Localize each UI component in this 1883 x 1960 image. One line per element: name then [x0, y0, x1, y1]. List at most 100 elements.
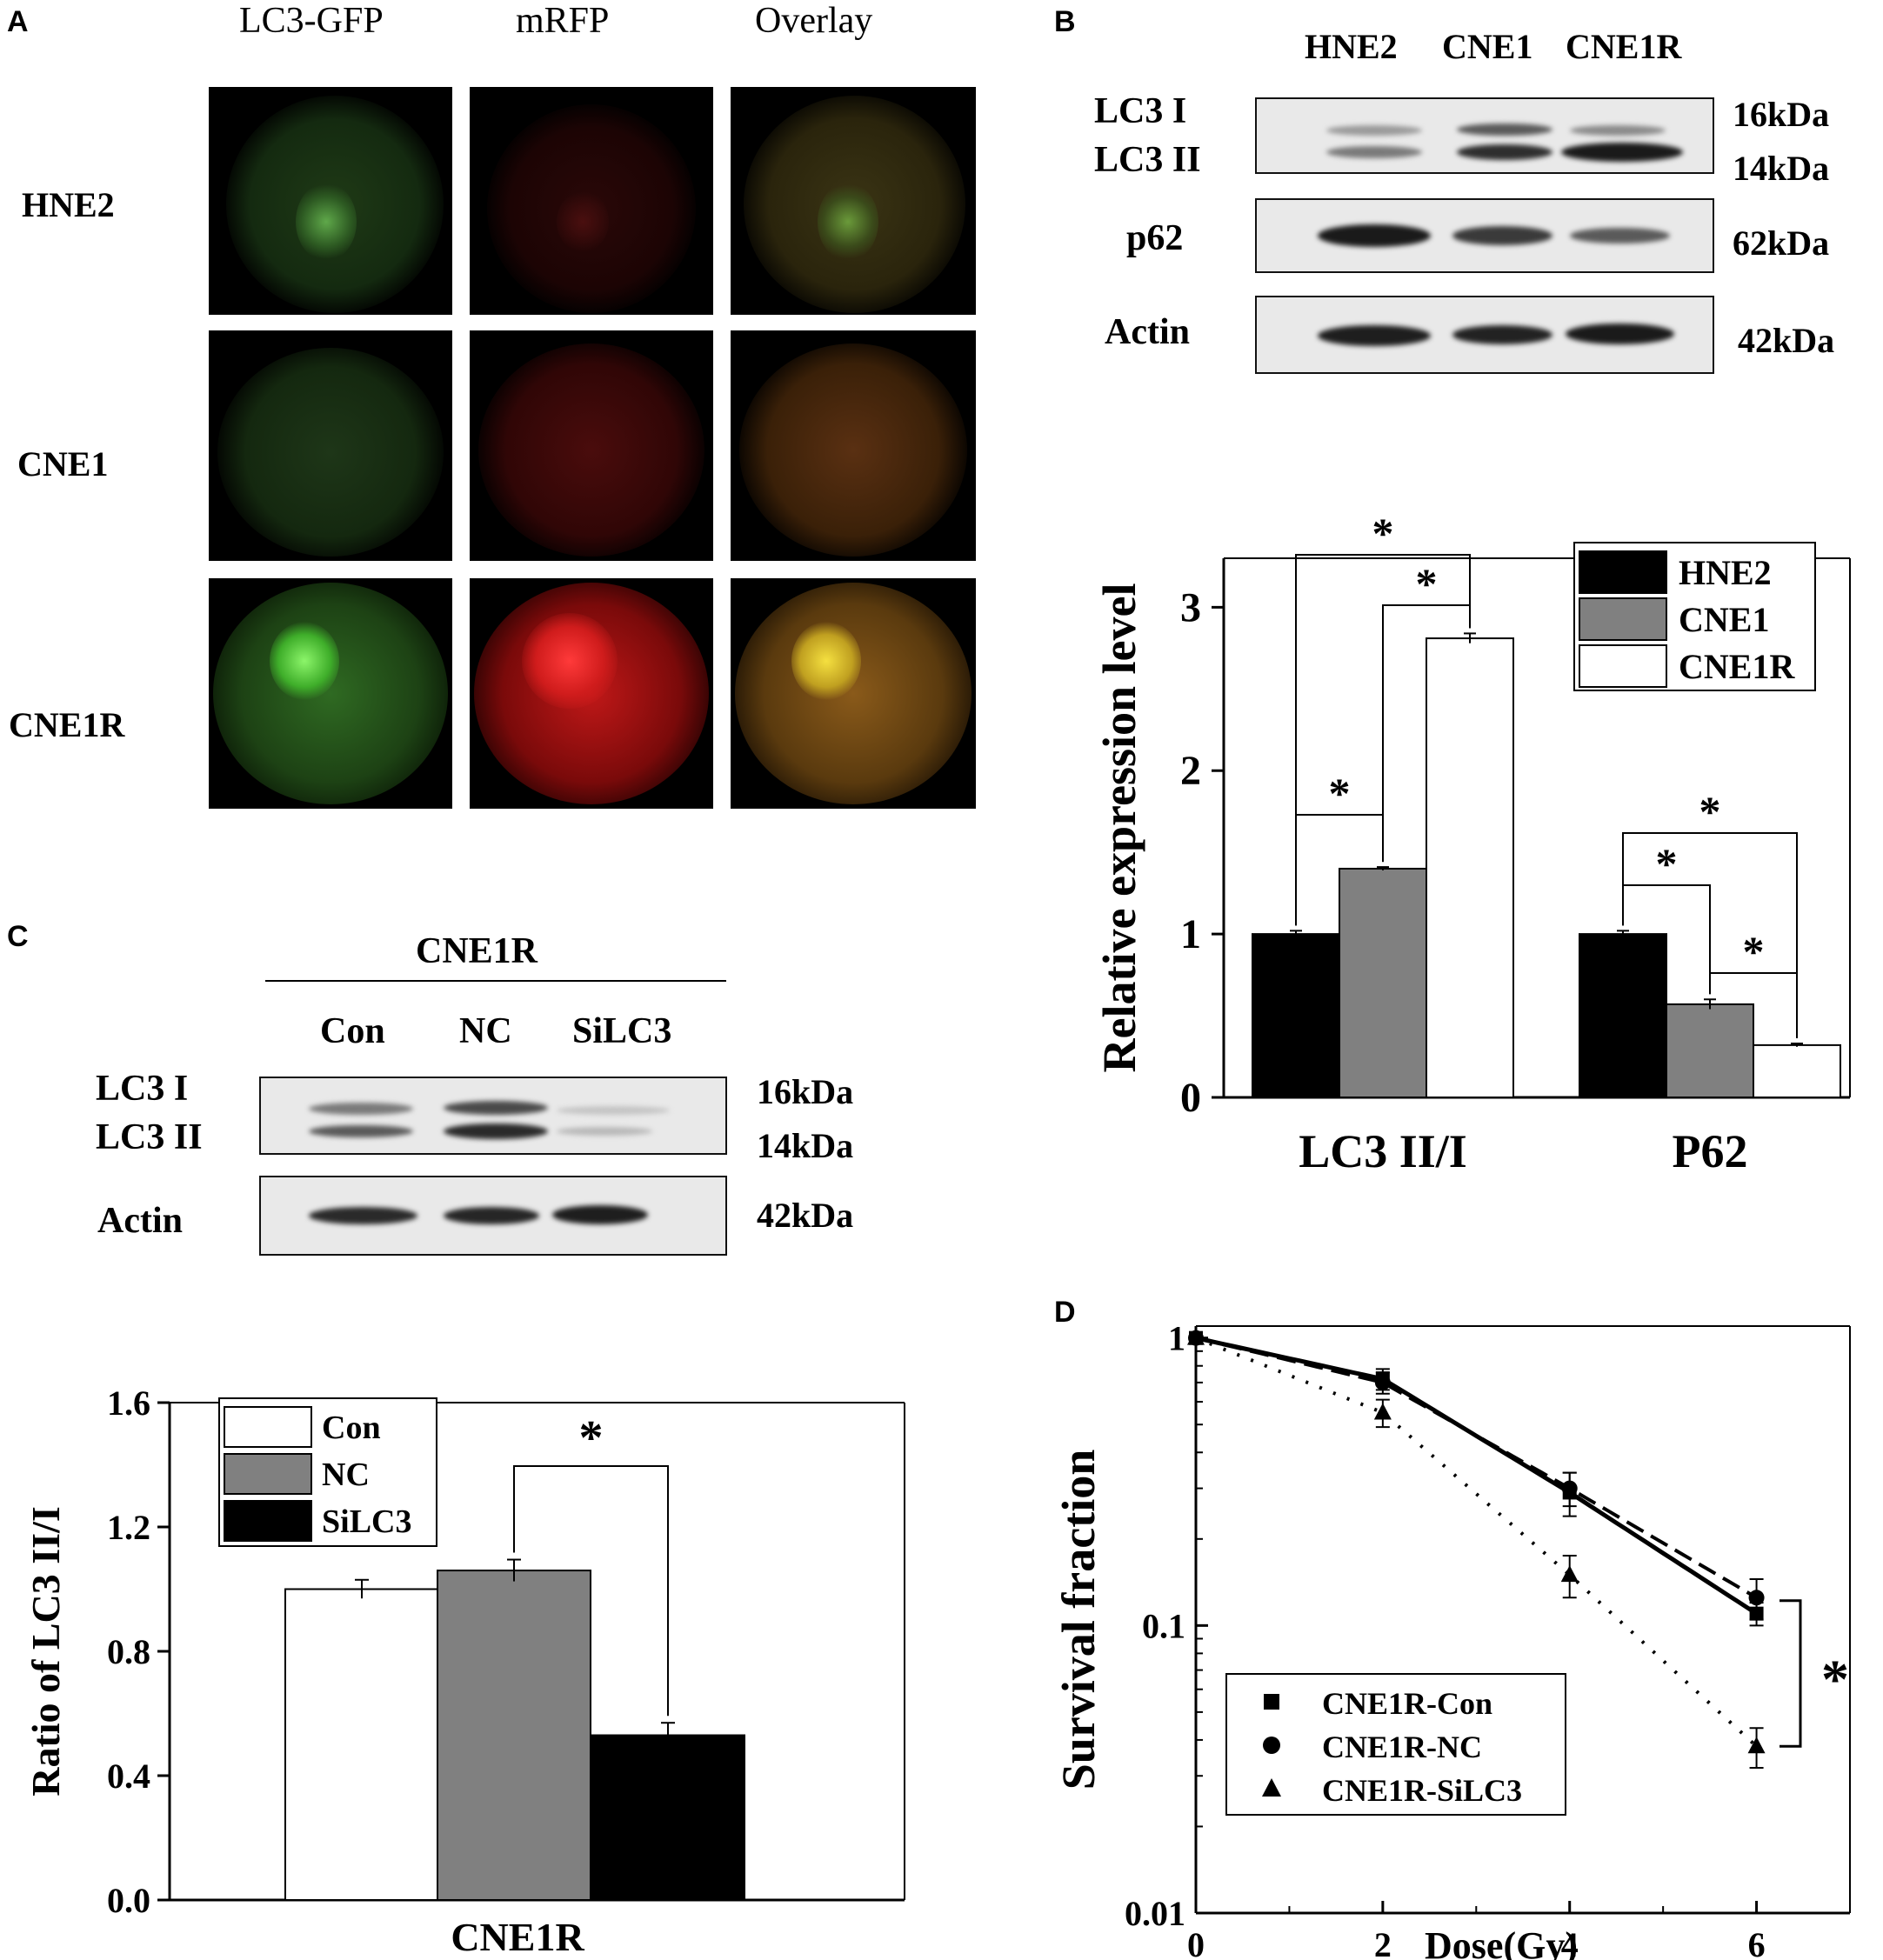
panel-b-letter: B: [1054, 5, 1076, 38]
blot-b-label-actin: Actin: [1105, 312, 1190, 352]
micrograph-hne2-overlay: [731, 87, 976, 315]
column-label-overlay: Overlay: [755, 1, 873, 41]
chart-b-significance-star: *: [1329, 769, 1351, 817]
chart-d-x-axis-label: Dose(Gy): [1425, 1924, 1578, 1960]
chart-c-y-tick-label: 0.8: [107, 1632, 150, 1671]
chart-d-significance-star: *: [1821, 1649, 1849, 1710]
chart-b-significance-star: *: [1372, 509, 1394, 557]
chart-c-legend-label: NC: [322, 1457, 370, 1493]
chart-c-legend-label: Con: [322, 1410, 381, 1446]
blot-b-size-42kda: 42kDa: [1738, 321, 1835, 360]
panel-d-letter: D: [1054, 1296, 1076, 1329]
chart-b-y-tick-label: 1: [1180, 911, 1201, 957]
chart-c-significance-star: *: [579, 1411, 604, 1465]
chart-d-y-axis-label: Survival fraction: [1052, 1450, 1105, 1790]
chart-d-point: [1747, 1737, 1766, 1754]
blot-b-label-lc3-ii: LC3 II: [1094, 140, 1201, 180]
column-label-mrfp: mRFP: [516, 1, 610, 41]
chart-b-bar: [1426, 637, 1514, 1098]
chart-b-legend-swatch: [1579, 644, 1667, 688]
chart-d-y-tick-label: 0.01: [1125, 1894, 1185, 1933]
blot-b-label-lc3-i: LC3 I: [1094, 91, 1187, 131]
chart-d-point: [1187, 1328, 1205, 1345]
blot-c-size-16kda: 16kDa: [757, 1072, 854, 1111]
blot-b-lc3-strip: [1255, 97, 1714, 174]
chart-b-bar: [1753, 1043, 1841, 1098]
chart-b-legend-label: CNE1: [1679, 600, 1769, 639]
blot-c-label-lc3-ii: LC3 II: [96, 1117, 203, 1157]
chart-c-y-tick-label: 0.4: [107, 1757, 150, 1796]
micrograph-hne2-lc3-gfp: [209, 87, 452, 315]
blot-b-size-14kda: 14kDa: [1733, 149, 1830, 188]
chart-d-legend-label: CNE1R-NC: [1322, 1730, 1482, 1764]
chart-d-x-tick-label: 0: [1187, 1925, 1205, 1960]
chart-b-bar: [1339, 867, 1427, 1099]
chart-b-bar: [1666, 1003, 1754, 1098]
blot-b-p62-strip: [1255, 198, 1714, 273]
chart-b-legend-label: HNE2: [1679, 553, 1772, 592]
blot-c-size-42kda: 42kDa: [757, 1196, 854, 1235]
blot-c-group-label: CNE1R: [416, 931, 538, 971]
chart-c-bar: [591, 1734, 745, 1902]
chart-b-y-axis-label: Relative expression level: [1093, 583, 1145, 1073]
micrograph-cne1-lc3-gfp: [209, 330, 452, 561]
blot-c-lane-con: Con: [320, 1011, 385, 1051]
blot-b-label-p62: p62: [1126, 218, 1184, 258]
chart-b-category-label: P62: [1673, 1125, 1748, 1177]
chart-b-y-tick-label: 2: [1180, 748, 1201, 794]
chart-c-legend-swatch: [224, 1406, 312, 1448]
row-label-hne2: HNE2: [22, 185, 115, 224]
chart-c-category-label: CNE1R: [451, 1915, 584, 1959]
chart-c-legend-label: SiLC3: [322, 1503, 411, 1540]
chart-b-legend-label: CNE1R: [1679, 647, 1795, 686]
chart-d-point: [1560, 1565, 1579, 1583]
chart-c-y-axis-label: Ratio of LC3 II/I: [23, 1506, 68, 1797]
chart-c-y-tick-label: 1.2: [107, 1508, 150, 1547]
blot-b-lane-cne1r: CNE1R: [1566, 27, 1682, 66]
chart-d-point: [1374, 1374, 1391, 1390]
chart-c-bar: [284, 1588, 439, 1901]
chart-c-bar: [437, 1570, 591, 1902]
row-label-cne1r: CNE1R: [9, 705, 125, 744]
chart-d-point: [1748, 1590, 1765, 1606]
blot-c-lc3-strip: [259, 1077, 727, 1155]
blot-c-label-lc3-i: LC3 I: [96, 1069, 189, 1109]
chart-b-bar: [1252, 933, 1340, 1098]
chart-b-significance-star: *: [1699, 787, 1721, 836]
chart-d-series-line: [1195, 1336, 1758, 1600]
panel-c-letter: C: [7, 920, 29, 953]
chart-c-legend-swatch: [224, 1500, 312, 1542]
chart-b-significance-star: *: [1743, 927, 1765, 976]
chart-d-legend-label: CNE1R-SiLC3: [1322, 1773, 1522, 1808]
chart-d-x-tick-label: 4: [1561, 1925, 1579, 1960]
micrograph-cne1r-lc3-gfp: [209, 578, 452, 809]
chart-d-legend-marker: [1262, 1778, 1281, 1797]
blot-c-actin-strip: [259, 1176, 727, 1256]
chart-d-legend-label: CNE1R-Con: [1322, 1686, 1492, 1721]
chart-b-significance-bracket: [1382, 604, 1471, 863]
micrograph-cne1r-mrfp: [470, 578, 713, 809]
blot-b-size-62kda: 62kDa: [1733, 223, 1830, 263]
chart-b-significance-bracket: [1622, 832, 1798, 1038]
chart-c-legend-swatch: [224, 1453, 312, 1495]
chart-b-significance-bracket: [1295, 554, 1471, 926]
chart-b-y-tick-label: 0: [1180, 1075, 1201, 1121]
chart-c-significance-bracket: [513, 1465, 669, 1717]
blot-b-lane-hne2: HNE2: [1305, 27, 1398, 66]
panel-a-letter: A: [7, 5, 29, 38]
chart-b-bar: [1579, 933, 1667, 1098]
chart-b-significance-bracket: [1709, 972, 1798, 1038]
blot-c-size-14kda: 14kDa: [757, 1126, 854, 1165]
blot-b-lane-cne1: CNE1: [1442, 27, 1533, 66]
column-label-lc3-gfp: LC3-GFP: [239, 1, 384, 41]
blot-b-actin-strip: [1255, 296, 1714, 374]
micrograph-cne1-mrfp: [470, 330, 713, 561]
blot-c-lane-silc3: SiLC3: [572, 1011, 672, 1051]
chart-b-legend-swatch: [1579, 597, 1667, 641]
blot-c-lane-nc: NC: [459, 1011, 512, 1051]
chart-d-y-tick-label: 1: [1168, 1319, 1185, 1358]
chart-b-significance-star: *: [1656, 839, 1678, 888]
chart-b-legend-swatch: [1579, 550, 1667, 594]
chart-d-x-tick-label: 2: [1374, 1925, 1392, 1960]
